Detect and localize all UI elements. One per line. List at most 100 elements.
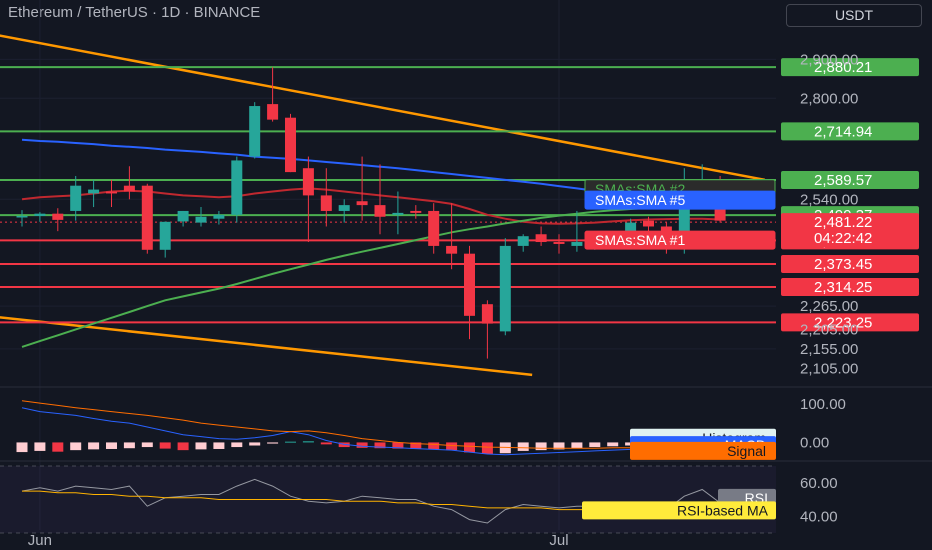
candle xyxy=(249,102,261,159)
candle-body xyxy=(285,117,296,173)
rsi-axis-label: 60.00 xyxy=(800,475,838,492)
macd-axis-label: 100.00 xyxy=(800,396,846,413)
macd-histogram-bar xyxy=(16,442,28,453)
candle-body xyxy=(553,242,565,244)
candle xyxy=(446,203,458,270)
currency-button[interactable]: USDT xyxy=(786,4,922,27)
candle-body xyxy=(643,220,654,227)
candle-body xyxy=(267,104,279,120)
candle-body xyxy=(106,191,117,194)
price-level-tag: 2,314.25 xyxy=(781,277,919,296)
price-axis-label: 2,205.00 xyxy=(800,321,858,338)
macd-histogram-bar xyxy=(464,442,475,453)
candle-body xyxy=(517,236,529,246)
sma-label-tag-bg xyxy=(584,190,776,210)
candle xyxy=(464,245,475,340)
macd-histogram-bar xyxy=(481,442,493,454)
candle xyxy=(553,234,565,254)
candle xyxy=(392,191,404,235)
macd-histogram-bar xyxy=(70,442,82,451)
macd-legend-tag: Signal xyxy=(630,441,776,460)
candle-body xyxy=(213,214,225,219)
price-level-tag: 2,589.57 xyxy=(781,171,919,190)
candle xyxy=(356,156,368,221)
price-level-tag-text: 2,373.45 xyxy=(814,256,872,273)
macd-histogram-bar xyxy=(159,442,171,449)
macd-histogram-bar xyxy=(249,442,261,446)
macd-histogram-bar xyxy=(320,442,332,445)
price-level-tag: 2,714.94 xyxy=(781,122,919,141)
candle xyxy=(481,300,493,359)
macd-line xyxy=(21,407,721,456)
price-axis-label: 2,540.00 xyxy=(800,191,858,208)
sma-label-tag-bg xyxy=(584,230,776,250)
price-level-tag-bg xyxy=(781,313,919,332)
candle xyxy=(285,113,296,173)
price-axis-label: 2,900.00 xyxy=(800,51,858,68)
macd-histogram-bar xyxy=(285,441,296,443)
candle xyxy=(123,166,135,200)
candle-body xyxy=(141,185,153,250)
candle-body xyxy=(392,212,404,215)
macd-pane xyxy=(16,400,726,456)
candle xyxy=(159,221,171,258)
price-level-tag-bg xyxy=(781,171,919,190)
macd-signal-line xyxy=(21,400,721,449)
rsi-legend-tag: RSI-based MA xyxy=(582,501,776,520)
price-level-tag-bg xyxy=(781,58,919,77)
candle-body xyxy=(249,106,261,157)
candle-body xyxy=(123,185,135,192)
sma-label-tag-text: SMAs:SMA #1 xyxy=(595,232,685,248)
candle-body xyxy=(88,189,100,194)
candle-body xyxy=(231,160,243,215)
price-level-tag-text: 2,223.25 xyxy=(814,314,872,331)
candle-body xyxy=(302,168,314,196)
price-level-tag-text: 2,880.21 xyxy=(814,59,872,76)
candle-body xyxy=(70,185,82,211)
time-axis-label: Jun xyxy=(28,532,52,549)
macd-histogram-bar xyxy=(231,442,243,448)
sma-line-2 xyxy=(21,206,721,348)
candle xyxy=(374,164,386,235)
price-level-tag-text: 2,314.25 xyxy=(814,279,872,296)
candle-body xyxy=(499,245,511,332)
candle xyxy=(195,207,207,227)
candle-body xyxy=(374,205,386,217)
price-level-tag-bg xyxy=(781,254,919,273)
price-level-tag-bg xyxy=(781,122,919,141)
candle xyxy=(16,210,28,227)
candle xyxy=(70,175,82,221)
candle xyxy=(52,208,64,232)
price-level-tag-text: 2,714.94 xyxy=(814,123,872,140)
candle xyxy=(177,210,189,227)
candle xyxy=(428,203,440,254)
candle xyxy=(88,179,100,208)
candle-body xyxy=(410,210,422,213)
pane-separators xyxy=(0,386,932,534)
sma-line-1 xyxy=(21,187,721,225)
candle xyxy=(141,183,153,254)
price-level-tag-text: 2,589.57 xyxy=(814,172,872,189)
candle-body xyxy=(678,183,690,246)
macd-histogram-bar xyxy=(428,442,440,450)
rsi-legend-tag-bg xyxy=(582,501,776,520)
macd-histogram-bar xyxy=(517,442,529,451)
trendline xyxy=(0,34,766,182)
price-level-tag: 2,373.45 xyxy=(781,254,919,273)
time-axis: Jun Jul xyxy=(28,532,569,549)
candle xyxy=(106,179,117,208)
price-tags: 2,880.212,714.942,589.572,499.372,434.17… xyxy=(582,58,919,520)
candle-body xyxy=(16,215,28,218)
chart-title: Ethereum / TetherUS · 1D · BINANCE xyxy=(8,4,261,21)
macd-histogram-bar xyxy=(213,442,225,449)
candle xyxy=(535,226,547,246)
price-axis-label: 2,800.00 xyxy=(800,90,858,107)
candle-body xyxy=(177,210,189,222)
candle xyxy=(267,67,279,122)
price-level-tag: 2,223.25 xyxy=(781,313,919,332)
macd-histogram-bar xyxy=(553,442,565,450)
macd-axis-label: 0.00 xyxy=(800,434,829,451)
candle-body xyxy=(464,253,475,316)
